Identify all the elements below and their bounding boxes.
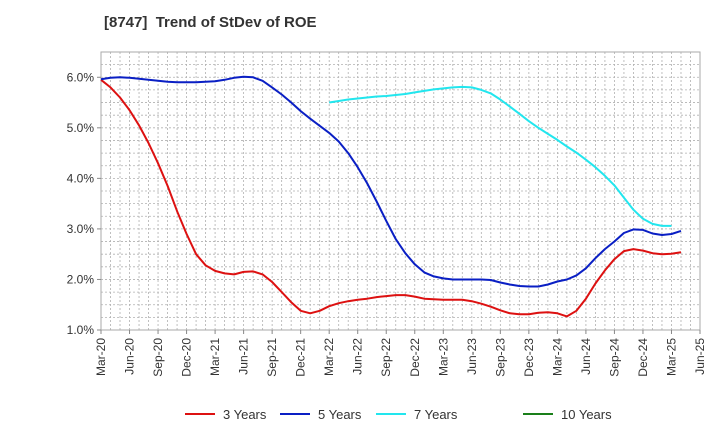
x-tick-label: Jun-20 (123, 338, 137, 375)
x-tick-label: Sep-20 (151, 338, 165, 377)
plot-frame (100, 51, 701, 331)
x-tick-label: Dec-20 (180, 338, 194, 377)
series-lines (100, 75, 682, 318)
x-tick-label: Sep-22 (379, 338, 393, 377)
series-line-5-years (100, 75, 682, 288)
x-tick-label: Mar-20 (94, 338, 108, 376)
y-axis: 1.0% 2.0% 3.0% 4.0% 5.0% 6.0% (67, 70, 101, 337)
y-tick-label: 5.0% (67, 121, 95, 135)
x-axis: Mar-20 Jun-20 Sep-20 Dec-20 Mar-21 Jun-21 Sep-… (94, 330, 707, 377)
y-tick-label: 4.0% (67, 171, 95, 185)
x-tick-label: Mar-23 (436, 338, 450, 376)
legend-label: 10 Years (561, 407, 612, 422)
x-tick-label: Jun-25 (693, 338, 707, 375)
x-tick-label: Sep-24 (607, 338, 621, 377)
y-tick-label: 1.0% (67, 323, 95, 337)
chart-title: [8747] Trend of StDev of ROE (104, 14, 317, 31)
legend-label: 3 Years (223, 407, 267, 422)
series-line-3-years (100, 79, 682, 318)
legend: 3 Years 5 Years 7 Years 10 Years (185, 407, 612, 422)
x-tick-label: Sep-21 (265, 338, 279, 377)
x-tick-label: Dec-22 (408, 338, 422, 377)
x-tick-label: Mar-21 (208, 338, 222, 376)
y-tick-label: 2.0% (67, 272, 95, 286)
x-tick-label: Jun-21 (237, 338, 251, 375)
x-tick-label: Mar-24 (550, 338, 564, 376)
y-tick-label: 3.0% (67, 222, 95, 236)
legend-label: 5 Years (318, 407, 362, 422)
x-tick-label: Mar-22 (322, 338, 336, 376)
x-tick-label: Sep-23 (493, 338, 507, 377)
y-tick-label: 6.0% (67, 70, 95, 84)
legend-label: 7 Years (414, 407, 458, 422)
x-tick-label: Dec-24 (636, 338, 650, 377)
x-tick-label: Mar-25 (664, 338, 678, 376)
x-tick-label: Dec-21 (294, 338, 308, 377)
x-tick-label: Dec-23 (522, 338, 536, 377)
x-tick-label: Jun-23 (465, 338, 479, 375)
x-tick-label: Jun-22 (351, 338, 365, 375)
x-tick-label: Jun-24 (579, 338, 593, 375)
series-line-7-years (329, 85, 672, 227)
